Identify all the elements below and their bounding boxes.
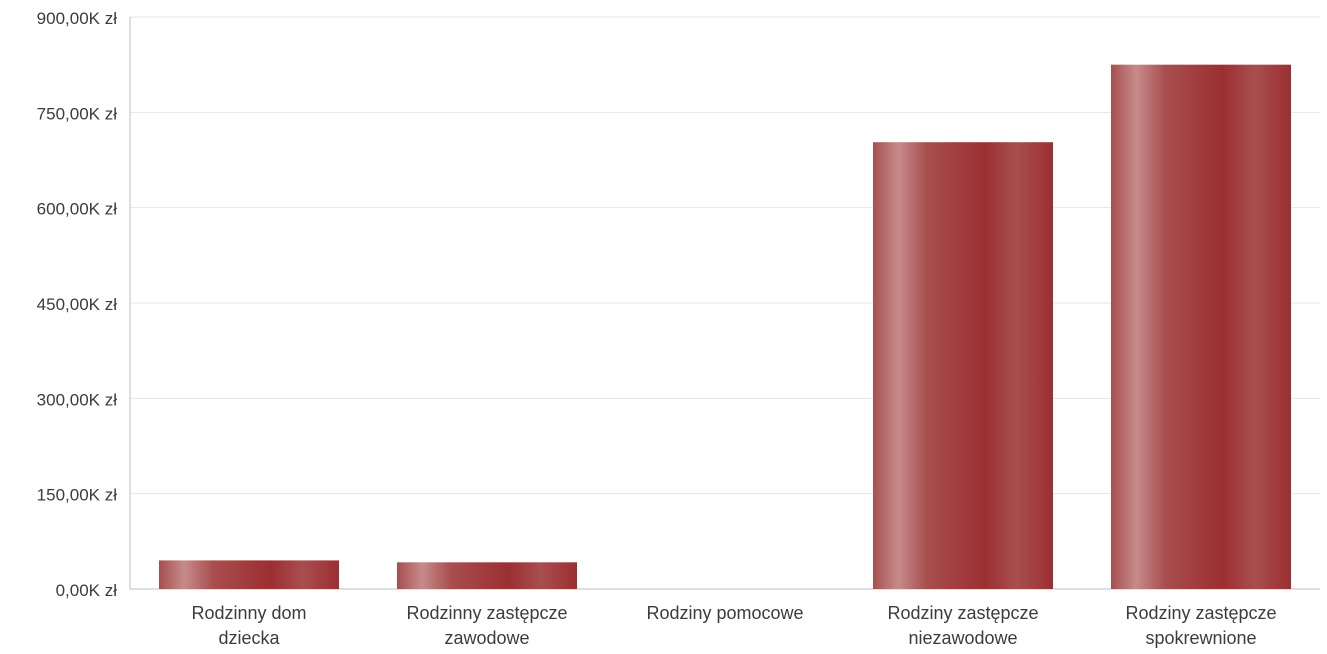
y-tick-label: 600,00K zł [37, 200, 118, 219]
x-tick-label: Rodziny zastępcze [887, 603, 1038, 623]
x-axis-tick-labels: Rodzinny dom dziecka Rodzinny zastępcze zaw… [191, 603, 1276, 648]
y-tick-label: 450,00K zł [37, 295, 118, 314]
bar [397, 562, 577, 589]
x-tick-label: Rodziny zastępcze [1125, 603, 1276, 623]
bar [159, 560, 339, 589]
y-tick-label: 750,00K zł [37, 104, 118, 123]
bar [1111, 64, 1291, 589]
x-tick-label: Rodziny pomocowe [646, 603, 803, 623]
y-tick-label: 0,00K zł [56, 581, 118, 600]
x-tick-label: Rodzinny zastępcze [406, 603, 567, 623]
bar [873, 142, 1053, 589]
x-tick-label: dziecka [218, 628, 280, 648]
x-tick-label: niezawodowe [908, 628, 1017, 648]
y-tick-label: 900,00K zł [37, 9, 118, 28]
y-tick-label: 150,00K zł [37, 486, 118, 505]
y-axis-tick-labels: 0,00K zł 150,00K zł 300,00K zł 450,00K zł 60… [37, 9, 118, 600]
x-tick-label: zawodowe [444, 628, 529, 648]
y-tick-label: 300,00K zł [37, 390, 118, 409]
x-tick-label: Rodzinny dom [191, 603, 306, 623]
bars [159, 64, 1291, 589]
x-tick-label: spokrewnione [1145, 628, 1256, 648]
